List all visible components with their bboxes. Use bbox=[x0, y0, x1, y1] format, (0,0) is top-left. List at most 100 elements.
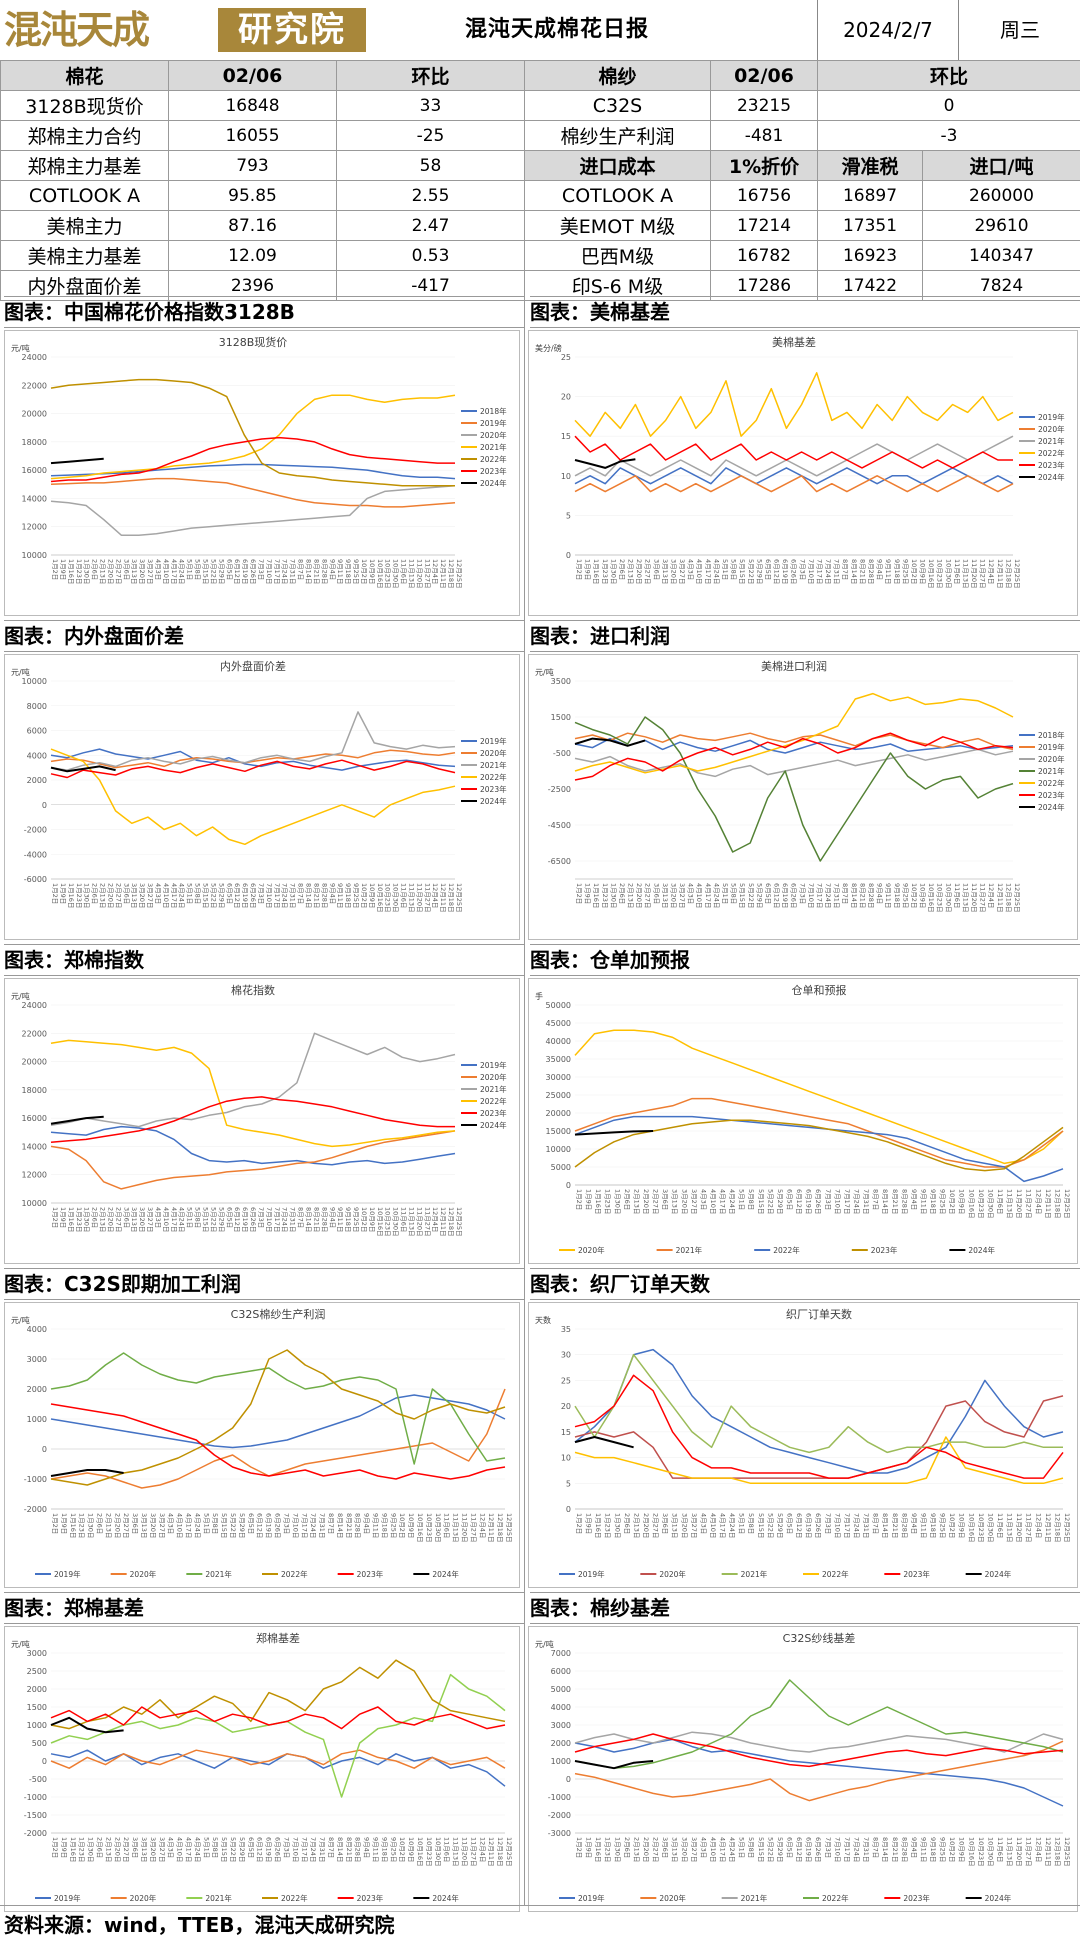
x-tick-label: 6月26日 bbox=[814, 1189, 822, 1214]
x-tick-label: 5月8日 bbox=[747, 1513, 755, 1534]
legend-label: 2021年 bbox=[676, 1245, 703, 1255]
y-tick-label: -3000 bbox=[548, 1829, 571, 1838]
x-tick-label: 1月9日 bbox=[59, 883, 67, 904]
y-tick-label: 22000 bbox=[22, 381, 47, 390]
x-tick-label: 4月10日 bbox=[695, 559, 703, 584]
x-tick-label: 1月9日 bbox=[584, 883, 592, 904]
x-tick-label: 5月15日 bbox=[738, 883, 746, 908]
x-tick-label: 5月29日 bbox=[238, 1513, 246, 1538]
x-tick-label: 6月12日 bbox=[795, 1837, 803, 1862]
legend-label: 2021年 bbox=[480, 760, 507, 770]
x-tick-label: 6月26日 bbox=[249, 1207, 257, 1232]
x-tick-label: 4月3日 bbox=[167, 1837, 175, 1858]
x-tick-label: 5月1日 bbox=[202, 1513, 210, 1534]
x-tick-label: 6月26日 bbox=[814, 1513, 822, 1538]
x-tick-label: 3月13日 bbox=[671, 1837, 679, 1862]
x-tick-label: 1月2日 bbox=[575, 883, 583, 904]
y-tick-label: 10000 bbox=[22, 551, 47, 560]
x-tick-label: 8月28日 bbox=[900, 1837, 908, 1862]
table-row: 美棉主力 87.16 2.47 美EMOT M级 17214 17351 296… bbox=[1, 211, 1080, 241]
y-tick-label: 12000 bbox=[22, 1171, 47, 1180]
x-tick-label: 1月23日 bbox=[75, 559, 83, 584]
x-tick-label: 9月11日 bbox=[371, 1513, 379, 1538]
row-label: 美棉主力 bbox=[1, 211, 169, 241]
x-tick-label: 11月20日 bbox=[970, 883, 978, 913]
x-tick-label: 1月30日 bbox=[83, 559, 91, 584]
x-tick-label: 7月31日 bbox=[318, 1513, 326, 1538]
table-row: 3128B现货价 16848 33 C32S 23215 0 bbox=[1, 91, 1080, 121]
x-tick-label: 1月2日 bbox=[575, 1837, 583, 1858]
x-tick-label: 4月10日 bbox=[695, 883, 703, 908]
y-tick-label: 25 bbox=[561, 353, 571, 362]
x-tick-label: 7月17日 bbox=[815, 559, 823, 584]
legend-label: 2024年 bbox=[985, 1893, 1012, 1903]
x-tick-label: 10月9日 bbox=[407, 1513, 415, 1538]
x-tick-label: 7月10日 bbox=[807, 883, 815, 908]
x-tick-label: 11月13日 bbox=[407, 559, 415, 589]
x-tick-label: 7月3日 bbox=[282, 1513, 290, 1534]
x-tick-label: 10月2日 bbox=[948, 1189, 956, 1214]
legend-label: 2024年 bbox=[968, 1245, 995, 1255]
x-tick-label: 11月6日 bbox=[400, 559, 408, 584]
x-tick-label: 8月14日 bbox=[881, 1189, 889, 1214]
x-tick-label: 12月25日 bbox=[455, 883, 463, 913]
series-line-2020年 bbox=[575, 1396, 1063, 1478]
x-tick-label: 7月10日 bbox=[291, 1513, 299, 1538]
x-tick-label: 3月27日 bbox=[678, 559, 686, 584]
x-tick-label: 6月5日 bbox=[786, 1189, 794, 1210]
series-line-2022年 bbox=[51, 1660, 505, 1728]
x-tick-label: 5月29日 bbox=[755, 883, 763, 908]
x-tick-label: 2月27日 bbox=[114, 1207, 122, 1232]
legend-label: 2022年 bbox=[281, 1569, 308, 1579]
x-tick-label: 9月11日 bbox=[919, 1189, 927, 1214]
x-tick-label: 3月20日 bbox=[149, 1513, 157, 1538]
x-tick-label: 6月19日 bbox=[241, 883, 249, 908]
x-tick-label: 7月31日 bbox=[833, 883, 841, 908]
x-tick-label: 12月4日 bbox=[1034, 1189, 1042, 1214]
y-tick-label: 35 bbox=[561, 1325, 571, 1334]
x-tick-label: 6月5日 bbox=[247, 1837, 255, 1858]
x-tick-label: 10月23日 bbox=[977, 1189, 985, 1219]
y-tick-label: 0 bbox=[566, 1505, 571, 1514]
x-tick-label: 8月7日 bbox=[841, 883, 849, 904]
logo-stamp: 研究院 bbox=[218, 8, 366, 52]
section-title-left: 图表：中国棉花价格指数3128B bbox=[4, 296, 524, 328]
x-tick-label: 11月27日 bbox=[979, 559, 987, 589]
x-tick-label: 7月31日 bbox=[862, 1837, 870, 1862]
chart-title: C32S纱线基差 bbox=[783, 1631, 856, 1645]
y-tick-label: 10000 bbox=[546, 1145, 571, 1154]
row-change: 2.55 bbox=[337, 181, 525, 211]
x-tick-label: 12月4日 bbox=[1034, 1513, 1042, 1538]
x-tick-label: 9月18日 bbox=[344, 883, 352, 908]
x-tick-label: 3月27日 bbox=[146, 883, 154, 908]
x-tick-label: 7月3日 bbox=[257, 883, 265, 904]
x-tick-label: 6月12日 bbox=[773, 559, 781, 584]
x-tick-label: 8月28日 bbox=[900, 1513, 908, 1538]
series-line-2023年 bbox=[51, 1097, 455, 1142]
x-tick-label: 12月4日 bbox=[987, 559, 995, 584]
x-tick-label: 8月7日 bbox=[327, 1837, 335, 1858]
x-tick-label: 2月6日 bbox=[618, 883, 626, 904]
x-tick-label: 7月3日 bbox=[798, 883, 806, 904]
x-tick-label: 6月19日 bbox=[781, 883, 789, 908]
x-tick-label: 1月2日 bbox=[51, 1207, 59, 1228]
legend-label: 2022年 bbox=[1038, 448, 1065, 458]
x-tick-label: 2月6日 bbox=[618, 559, 626, 580]
series-line-2022年 bbox=[51, 380, 455, 486]
legend-label: 2023年 bbox=[903, 1569, 930, 1579]
legend-label: 2024年 bbox=[480, 478, 507, 488]
y-tick-label: -6000 bbox=[24, 875, 47, 884]
x-tick-label: 11月6日 bbox=[996, 1837, 1004, 1862]
x-tick-label: 5月15日 bbox=[202, 559, 210, 584]
import-sliding-tax: 16923 bbox=[818, 241, 923, 271]
x-tick-label: 2月27日 bbox=[122, 1837, 130, 1862]
x-tick-label: 2月20日 bbox=[635, 883, 643, 908]
x-tick-label: 6月12日 bbox=[256, 1837, 264, 1862]
x-tick-label: 5月1日 bbox=[721, 559, 729, 580]
section-title-right: 图表：美棉基差 bbox=[530, 296, 1080, 328]
legend-label: 2020年 bbox=[659, 1569, 686, 1579]
x-tick-label: 11月6日 bbox=[443, 1837, 451, 1862]
x-tick-label: 11月27日 bbox=[1025, 1189, 1033, 1219]
x-tick-label: 12月11日 bbox=[439, 559, 447, 589]
